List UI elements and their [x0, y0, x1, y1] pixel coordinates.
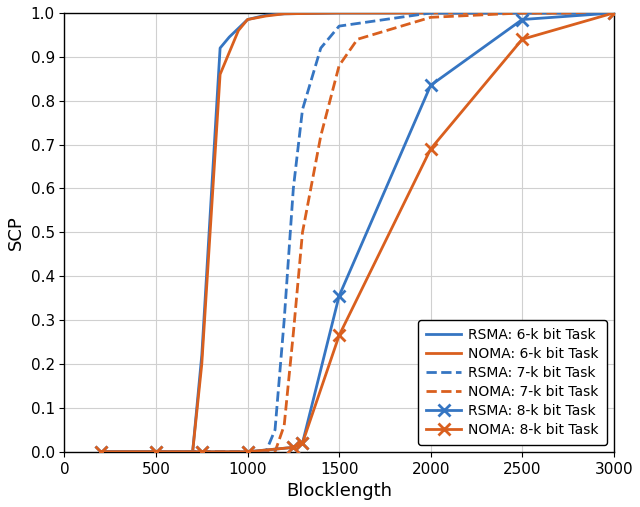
RSMA: 8-k bit Task: (750, 0): 8-k bit Task: (750, 0): [198, 449, 205, 455]
RSMA: 7-k bit Task: (2e+03, 1): 7-k bit Task: (2e+03, 1): [427, 10, 435, 16]
NOMA: 7-k bit Task: (1.25e+03, 0.27): 7-k bit Task: (1.25e+03, 0.27): [289, 330, 297, 336]
Line: NOMA: 8-k bit Task: NOMA: 8-k bit Task: [95, 7, 620, 458]
NOMA: 7-k bit Task: (2e+03, 0.99): 7-k bit Task: (2e+03, 0.99): [427, 14, 435, 20]
Line: RSMA: 8-k bit Task: RSMA: 8-k bit Task: [95, 7, 620, 458]
RSMA: 6-k bit Task: (2e+03, 1): 6-k bit Task: (2e+03, 1): [427, 10, 435, 16]
NOMA: 6-k bit Task: (300, 0): 6-k bit Task: (300, 0): [116, 449, 124, 455]
NOMA: 7-k bit Task: (1.3e+03, 0.5): 7-k bit Task: (1.3e+03, 0.5): [299, 229, 307, 235]
RSMA: 8-k bit Task: (500, 0): 8-k bit Task: (500, 0): [152, 449, 160, 455]
RSMA: 8-k bit Task: (1e+03, 0): 8-k bit Task: (1e+03, 0): [244, 449, 252, 455]
NOMA: 8-k bit Task: (750, 0): 8-k bit Task: (750, 0): [198, 449, 205, 455]
NOMA: 6-k bit Task: (1e+03, 0.985): 6-k bit Task: (1e+03, 0.985): [244, 17, 252, 23]
RSMA: 6-k bit Task: (1e+03, 0.985): 6-k bit Task: (1e+03, 0.985): [244, 17, 252, 23]
RSMA: 6-k bit Task: (3e+03, 1): 6-k bit Task: (3e+03, 1): [610, 10, 618, 16]
RSMA: 7-k bit Task: (750, 0): 7-k bit Task: (750, 0): [198, 449, 205, 455]
NOMA: 8-k bit Task: (1.25e+03, 0.01): 8-k bit Task: (1.25e+03, 0.01): [289, 444, 297, 450]
NOMA: 8-k bit Task: (500, 0): 8-k bit Task: (500, 0): [152, 449, 160, 455]
NOMA: 8-k bit Task: (200, 0): 8-k bit Task: (200, 0): [97, 449, 105, 455]
NOMA: 6-k bit Task: (600, 0): 6-k bit Task: (600, 0): [170, 449, 178, 455]
Line: RSMA: 7-k bit Task: RSMA: 7-k bit Task: [156, 13, 614, 452]
RSMA: 7-k bit Task: (3e+03, 1): 7-k bit Task: (3e+03, 1): [610, 10, 618, 16]
Line: NOMA: 7-k bit Task: NOMA: 7-k bit Task: [156, 13, 614, 452]
Line: NOMA: 6-k bit Task: NOMA: 6-k bit Task: [101, 13, 614, 452]
NOMA: 8-k bit Task: (1e+03, 0): 8-k bit Task: (1e+03, 0): [244, 449, 252, 455]
NOMA: 6-k bit Task: (1.2e+03, 0.998): 6-k bit Task: (1.2e+03, 0.998): [280, 11, 288, 17]
RSMA: 6-k bit Task: (1.2e+03, 0.998): 6-k bit Task: (1.2e+03, 0.998): [280, 11, 288, 17]
NOMA: 6-k bit Task: (1.5e+03, 1): 6-k bit Task: (1.5e+03, 1): [335, 10, 343, 16]
RSMA: 8-k bit Task: (1.3e+03, 0.02): 8-k bit Task: (1.3e+03, 0.02): [299, 440, 307, 446]
NOMA: 7-k bit Task: (1.2e+03, 0.06): 7-k bit Task: (1.2e+03, 0.06): [280, 422, 288, 428]
RSMA: 6-k bit Task: (500, 0): 6-k bit Task: (500, 0): [152, 449, 160, 455]
NOMA: 7-k bit Task: (750, 0): 7-k bit Task: (750, 0): [198, 449, 205, 455]
RSMA: 8-k bit Task: (1.5e+03, 0.355): 8-k bit Task: (1.5e+03, 0.355): [335, 293, 343, 299]
RSMA: 6-k bit Task: (750, 0.22): 6-k bit Task: (750, 0.22): [198, 352, 205, 358]
RSMA: 8-k bit Task: (200, 0): 8-k bit Task: (200, 0): [97, 449, 105, 455]
NOMA: 7-k bit Task: (1.5e+03, 0.88): 7-k bit Task: (1.5e+03, 0.88): [335, 62, 343, 68]
NOMA: 8-k bit Task: (1.5e+03, 0.265): 8-k bit Task: (1.5e+03, 0.265): [335, 333, 343, 339]
NOMA: 6-k bit Task: (750, 0.2): 6-k bit Task: (750, 0.2): [198, 361, 205, 367]
RSMA: 7-k bit Task: (1.15e+03, 0.05): 7-k bit Task: (1.15e+03, 0.05): [271, 427, 279, 433]
NOMA: 7-k bit Task: (1.4e+03, 0.72): 7-k bit Task: (1.4e+03, 0.72): [317, 133, 324, 139]
Line: RSMA: 6-k bit Task: RSMA: 6-k bit Task: [101, 13, 614, 452]
RSMA: 7-k bit Task: (2.5e+03, 1): 7-k bit Task: (2.5e+03, 1): [518, 10, 526, 16]
NOMA: 8-k bit Task: (2.5e+03, 0.94): 8-k bit Task: (2.5e+03, 0.94): [518, 36, 526, 42]
RSMA: 7-k bit Task: (1.4e+03, 0.92): 7-k bit Task: (1.4e+03, 0.92): [317, 45, 324, 51]
RSMA: 8-k bit Task: (2e+03, 0.835): 8-k bit Task: (2e+03, 0.835): [427, 82, 435, 88]
RSMA: 6-k bit Task: (2.5e+03, 1): 6-k bit Task: (2.5e+03, 1): [518, 10, 526, 16]
RSMA: 7-k bit Task: (1.1e+03, 0): 7-k bit Task: (1.1e+03, 0): [262, 449, 269, 455]
NOMA: 7-k bit Task: (500, 0): 7-k bit Task: (500, 0): [152, 449, 160, 455]
X-axis label: Blocklength: Blocklength: [286, 482, 392, 500]
NOMA: 6-k bit Task: (950, 0.96): 6-k bit Task: (950, 0.96): [235, 27, 243, 33]
NOMA: 6-k bit Task: (700, 0): 6-k bit Task: (700, 0): [189, 449, 196, 455]
NOMA: 6-k bit Task: (200, 0): 6-k bit Task: (200, 0): [97, 449, 105, 455]
RSMA: 7-k bit Task: (1e+03, 0): 7-k bit Task: (1e+03, 0): [244, 449, 252, 455]
RSMA: 6-k bit Task: (200, 0): 6-k bit Task: (200, 0): [97, 449, 105, 455]
RSMA: 6-k bit Task: (300, 0): 6-k bit Task: (300, 0): [116, 449, 124, 455]
Legend: RSMA: 6-k bit Task, NOMA: 6-k bit Task, RSMA: 7-k bit Task, NOMA: 7-k bit Task, : RSMA: 6-k bit Task, NOMA: 6-k bit Task, …: [418, 320, 607, 445]
RSMA: 7-k bit Task: (1.3e+03, 0.78): 7-k bit Task: (1.3e+03, 0.78): [299, 106, 307, 113]
RSMA: 6-k bit Task: (900, 0.945): 6-k bit Task: (900, 0.945): [225, 34, 233, 40]
NOMA: 6-k bit Task: (2.5e+03, 1): 6-k bit Task: (2.5e+03, 1): [518, 10, 526, 16]
NOMA: 7-k bit Task: (1e+03, 0): 7-k bit Task: (1e+03, 0): [244, 449, 252, 455]
RSMA: 8-k bit Task: (1.25e+03, 0.01): 8-k bit Task: (1.25e+03, 0.01): [289, 444, 297, 450]
NOMA: 8-k bit Task: (1.3e+03, 0.02): 8-k bit Task: (1.3e+03, 0.02): [299, 440, 307, 446]
NOMA: 8-k bit Task: (3e+03, 1): 8-k bit Task: (3e+03, 1): [610, 10, 618, 16]
NOMA: 7-k bit Task: (1.15e+03, 0): 7-k bit Task: (1.15e+03, 0): [271, 449, 279, 455]
NOMA: 7-k bit Task: (3e+03, 1): 7-k bit Task: (3e+03, 1): [610, 10, 618, 16]
NOMA: 6-k bit Task: (850, 0.86): 6-k bit Task: (850, 0.86): [216, 71, 224, 78]
RSMA: 6-k bit Task: (1.1e+03, 0.995): 6-k bit Task: (1.1e+03, 0.995): [262, 12, 269, 18]
RSMA: 7-k bit Task: (1.2e+03, 0.3): 7-k bit Task: (1.2e+03, 0.3): [280, 317, 288, 323]
NOMA: 6-k bit Task: (3e+03, 1): 6-k bit Task: (3e+03, 1): [610, 10, 618, 16]
NOMA: 7-k bit Task: (1.1e+03, 0): 7-k bit Task: (1.1e+03, 0): [262, 449, 269, 455]
RSMA: 7-k bit Task: (1.5e+03, 0.97): 7-k bit Task: (1.5e+03, 0.97): [335, 23, 343, 29]
RSMA: 8-k bit Task: (3e+03, 1): 8-k bit Task: (3e+03, 1): [610, 10, 618, 16]
RSMA: 6-k bit Task: (700, 0): 6-k bit Task: (700, 0): [189, 449, 196, 455]
RSMA: 7-k bit Task: (1.25e+03, 0.6): 7-k bit Task: (1.25e+03, 0.6): [289, 186, 297, 192]
NOMA: 7-k bit Task: (1.6e+03, 0.94): 7-k bit Task: (1.6e+03, 0.94): [353, 36, 361, 42]
NOMA: 8-k bit Task: (2e+03, 0.69): 8-k bit Task: (2e+03, 0.69): [427, 146, 435, 152]
RSMA: 8-k bit Task: (2.5e+03, 0.985): 8-k bit Task: (2.5e+03, 0.985): [518, 17, 526, 23]
RSMA: 6-k bit Task: (1.5e+03, 1): 6-k bit Task: (1.5e+03, 1): [335, 10, 343, 16]
NOMA: 6-k bit Task: (500, 0): 6-k bit Task: (500, 0): [152, 449, 160, 455]
NOMA: 6-k bit Task: (1.1e+03, 0.993): 6-k bit Task: (1.1e+03, 0.993): [262, 13, 269, 19]
Y-axis label: SCP: SCP: [7, 215, 25, 250]
RSMA: 7-k bit Task: (500, 0): 7-k bit Task: (500, 0): [152, 449, 160, 455]
NOMA: 7-k bit Task: (2.5e+03, 1): 7-k bit Task: (2.5e+03, 1): [518, 10, 526, 16]
RSMA: 6-k bit Task: (850, 0.92): 6-k bit Task: (850, 0.92): [216, 45, 224, 51]
NOMA: 6-k bit Task: (2e+03, 1): 6-k bit Task: (2e+03, 1): [427, 10, 435, 16]
